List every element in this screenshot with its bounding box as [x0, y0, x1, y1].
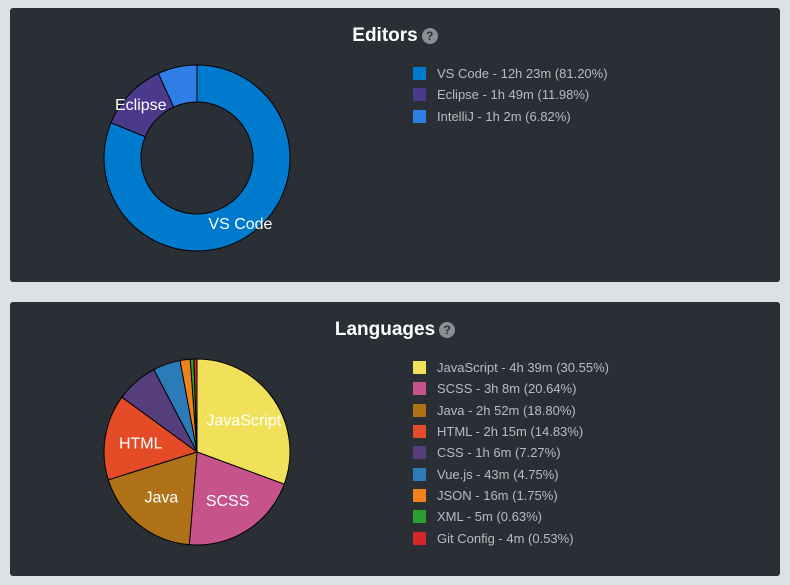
editors-panel: Editors? VS Code Eclipse VS Code - 12h 23… — [10, 8, 780, 282]
legend-swatch — [413, 403, 426, 417]
legend-label: CSS - 1h 6m (7.27%) — [437, 445, 561, 461]
legend-label: IntelliJ - 1h 2m (6.82%) — [437, 108, 571, 124]
legend-label: Java - 2h 52m (18.80%) — [437, 402, 576, 418]
languages-legend: JavaScript - 4h 39m (30.55%) SCSS - 3h 8m… — [413, 357, 609, 549]
legend-item-java[interactable]: Java - 2h 52m (18.80%) — [413, 400, 609, 421]
legend-item-vs-code[interactable]: VS Code - 12h 23m (81.20%) — [413, 63, 608, 84]
slice-java[interactable] — [107, 451, 198, 546]
legend-item-javascript[interactable]: JavaScript - 4h 39m (30.55%) — [413, 357, 609, 378]
slice-label-vs-code: VS Code — [208, 216, 272, 233]
legend-swatch — [413, 361, 426, 375]
legend-item-scss[interactable]: SCSS - 3h 8m (20.64%) — [413, 378, 609, 399]
slice-html[interactable] — [103, 396, 199, 481]
legend-label: SCSS - 3h 8m (20.64%) — [437, 381, 577, 397]
editors-doughnut-chart: VS Code Eclipse — [103, 64, 291, 252]
legend-swatch — [413, 425, 426, 439]
languages-pie-chart: JavaScript SCSS Java HTML — [103, 358, 291, 546]
legend-label: JavaScript - 4h 39m (30.55%) — [437, 360, 609, 376]
legend-item-json[interactable]: JSON - 16m (1.75%) — [413, 485, 609, 506]
legend-swatch — [413, 109, 426, 123]
legend-label: Eclipse - 1h 49m (11.98%) — [437, 87, 590, 103]
languages-title-text: Languages — [334, 319, 436, 340]
legend-item-intellij[interactable]: IntelliJ - 1h 2m (6.82%) — [413, 106, 608, 127]
editors-legend: VS Code - 12h 23m (81.20%) Eclipse - 1h 4… — [413, 63, 608, 127]
legend-label: HTML - 2h 15m (14.83%) — [437, 424, 584, 440]
slice-label-scss: SCSS — [206, 493, 250, 510]
legend-swatch — [413, 88, 426, 102]
legend-item-git-config[interactable]: Git Config - 4m (0.53%) — [413, 527, 609, 548]
help-icon[interactable]: ? — [421, 28, 438, 44]
legend-label: Git Config - 4m (0.53%) — [437, 530, 574, 546]
legend-item-vue-js[interactable]: Vue.js - 43m (4.75%) — [413, 463, 609, 484]
legend-swatch — [413, 488, 426, 502]
slice-label-java: Java — [144, 490, 178, 507]
legend-swatch — [413, 467, 426, 481]
slice-vs-code[interactable] — [103, 64, 291, 252]
languages-title: Languages? — [10, 319, 780, 341]
slice-label-html: HTML — [119, 436, 163, 453]
legend-item-css[interactable]: CSS - 1h 6m (7.27%) — [413, 442, 609, 463]
legend-swatch — [413, 67, 426, 81]
legend-label: Vue.js - 43m (4.75%) — [437, 466, 559, 482]
slice-javascript[interactable] — [196, 358, 291, 485]
slice-git-config[interactable] — [193, 358, 198, 453]
legend-item-eclipse[interactable]: Eclipse - 1h 49m (11.98%) — [413, 84, 608, 105]
languages-panel: Languages? JavaScript SCSS Java HTML JavaSc… — [10, 302, 780, 576]
slice-label-eclipse: Eclipse — [115, 97, 167, 114]
legend-label: XML - 5m (0.63%) — [437, 509, 542, 525]
help-icon[interactable]: ? — [439, 322, 456, 338]
legend-label: VS Code - 12h 23m (81.20%) — [437, 66, 608, 82]
legend-swatch — [413, 382, 426, 396]
legend-swatch — [413, 531, 426, 545]
legend-item-html[interactable]: HTML - 2h 15m (14.83%) — [413, 421, 609, 442]
slice-scss[interactable] — [188, 451, 285, 546]
editors-title: Editors? — [10, 25, 780, 47]
legend-label: JSON - 16m (1.75%) — [437, 487, 558, 503]
editors-title-text: Editors — [352, 25, 418, 46]
legend-swatch — [413, 446, 426, 460]
slice-label-javascript: JavaScript — [206, 412, 281, 429]
slice-intellij[interactable] — [157, 64, 198, 108]
legend-swatch — [413, 510, 426, 524]
legend-item-xml[interactable]: XML - 5m (0.63%) — [413, 506, 609, 527]
